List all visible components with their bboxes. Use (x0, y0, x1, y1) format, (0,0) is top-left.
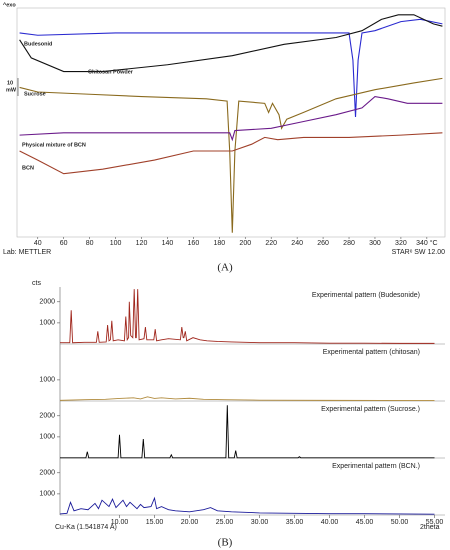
x-axis-label: 2theta (420, 524, 440, 531)
exo-label: ^exo (3, 2, 16, 8)
x-tick-label: 280 (343, 240, 355, 247)
xrd-pattern (60, 405, 435, 459)
dsc-curve (19, 18, 443, 117)
x-tick-label: 320 (395, 240, 407, 247)
dsc-curve (19, 95, 443, 142)
dsc-frame (16, 7, 446, 238)
series-label: BCN (22, 165, 34, 171)
y-tick-label: 1000 (39, 491, 55, 498)
x-tick-label: 30.00 (251, 519, 269, 526)
x-tick-label: 15.00 (146, 519, 164, 526)
x-tick-label: 100 (110, 240, 122, 247)
x-tick-label: 200 (239, 240, 251, 247)
x-tick-label: 120 (136, 240, 148, 247)
y-tick-label: 2000 (39, 413, 55, 420)
series-label: Physical mixture of BCN (22, 142, 86, 148)
x-tick-label: 160 (188, 240, 200, 247)
y-tick-label: 2000 (39, 470, 55, 477)
footer-right: STARᵉ SW 12.00 (392, 249, 446, 256)
xrd-pattern (60, 289, 435, 344)
x-tick-label: 340 °C (416, 239, 437, 247)
x-tick-label: 240 (291, 240, 303, 247)
dsc-curve (19, 77, 443, 233)
x-tick-label: 180 (213, 240, 225, 247)
xrd-pattern (59, 496, 435, 515)
caption-a: (A) (217, 262, 233, 274)
panel-title: Experimental pattern (Budesonide) (312, 292, 420, 299)
scale-label: 10 (7, 80, 13, 86)
x-tick-label: 50.00 (391, 519, 409, 526)
x-tick-label: 140 (162, 240, 174, 247)
x-tick-label: 80 (86, 240, 94, 247)
x-tick-label: 260 (317, 240, 329, 247)
scale-unit: mW (6, 87, 17, 93)
x-tick-label: 20.00 (181, 519, 199, 526)
y-tick-label: 1000 (39, 320, 55, 327)
series-label: Budesonid (24, 41, 52, 47)
xrd-pattern (59, 396, 435, 402)
dsc-curve (19, 14, 443, 73)
x-tick-label: 300 (369, 240, 381, 247)
x-tick-label: 220 (265, 240, 277, 247)
x-tick-label: 40 (34, 240, 42, 247)
caption-b: (B) (218, 537, 233, 549)
y-tick-label: 1000 (39, 377, 55, 384)
x-tick-label: 40.00 (321, 519, 339, 526)
y-axis-label: cts (32, 280, 41, 287)
series-label: Chitosan Powder (88, 69, 134, 75)
x-tick-label: 55.00 (426, 519, 444, 526)
panel-title: Experimental pattern (chitosan) (323, 349, 420, 356)
x-tick-label: 60 (60, 240, 68, 247)
panel-title: Experimental pattern (BCN.) (332, 463, 420, 470)
y-tick-label: 1000 (39, 434, 55, 441)
footer-left: Lab: METTLER (3, 249, 51, 256)
y-tick-label: 2000 (39, 299, 55, 306)
x-tick-label: 35.00 (286, 519, 304, 526)
x-tick-label: 10.00 (111, 519, 129, 526)
x-tick-label: 25.00 (216, 519, 234, 526)
panel-title: Experimental pattern (Sucrose.) (321, 406, 420, 413)
x-tick-label: 45.00 (356, 519, 374, 526)
series-label: Sucrose (24, 91, 46, 97)
dsc-curve (19, 132, 443, 175)
source-label: Cu-Ka (1.541874 A) (55, 524, 117, 531)
